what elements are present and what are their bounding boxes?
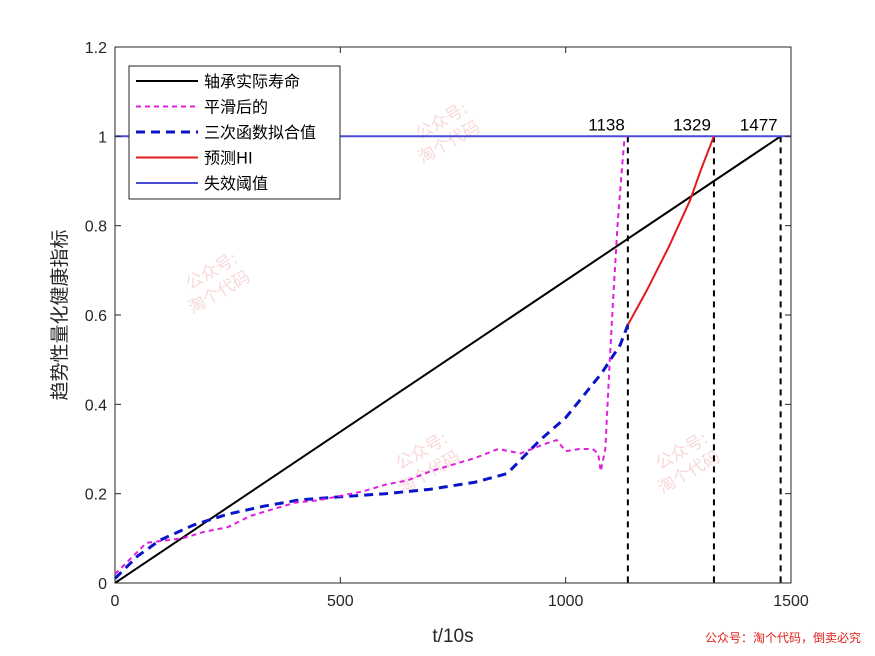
marker-label: 1477 xyxy=(740,115,778,134)
watermark: 公众号:淘个代码 xyxy=(393,429,464,499)
series-line-3 xyxy=(627,135,715,326)
series-line-1 xyxy=(114,136,626,575)
legend-label-3: 预测HI xyxy=(204,149,253,168)
footer-note: 公众号：淘个代码，倒卖必究 xyxy=(704,631,861,645)
x-tick-label: 0 xyxy=(111,593,120,610)
series-layer: 1138 1329 1477 xyxy=(113,115,791,584)
marker-label: 1329 xyxy=(673,115,711,134)
watermark: 公众号:淘个代码 xyxy=(183,249,254,319)
y-tick-label: 1.2 xyxy=(85,40,107,57)
legend-label-2: 三次函数拟合值 xyxy=(204,123,316,142)
x-tick-label: 1500 xyxy=(773,593,809,610)
x-tick-label: 1000 xyxy=(548,593,584,610)
y-tick-label: 0 xyxy=(98,576,107,593)
legend-box xyxy=(128,65,341,200)
y-axis-label: 趋势性量化健康指标 xyxy=(49,229,71,400)
legend-label-0: 轴承实际寿命 xyxy=(204,72,300,91)
ticks-layer: 0 500 1000 1500 0 0.2 0.4 0.6 0.8 1 1.2 xyxy=(85,40,809,610)
x-tick-label: 500 xyxy=(327,593,354,610)
legend-label-1: 平滑后的 xyxy=(204,98,268,117)
series-line-2 xyxy=(113,324,630,580)
y-tick-label: 1 xyxy=(98,129,107,146)
y-tick-label: 0.8 xyxy=(85,219,107,236)
y-tick-label: 0.6 xyxy=(85,308,107,325)
watermark: 公众号:淘个代码 xyxy=(653,429,724,499)
y-tick-label: 0.4 xyxy=(85,397,107,414)
x-axis-label: t/10s xyxy=(432,626,473,647)
marker-label: 1138 xyxy=(588,115,625,134)
legend-label-4: 失效阈值 xyxy=(204,174,268,193)
series-line-0 xyxy=(114,135,782,584)
y-tick-label: 0.2 xyxy=(85,487,107,504)
watermark: 公众号:淘个代码 xyxy=(413,99,484,169)
